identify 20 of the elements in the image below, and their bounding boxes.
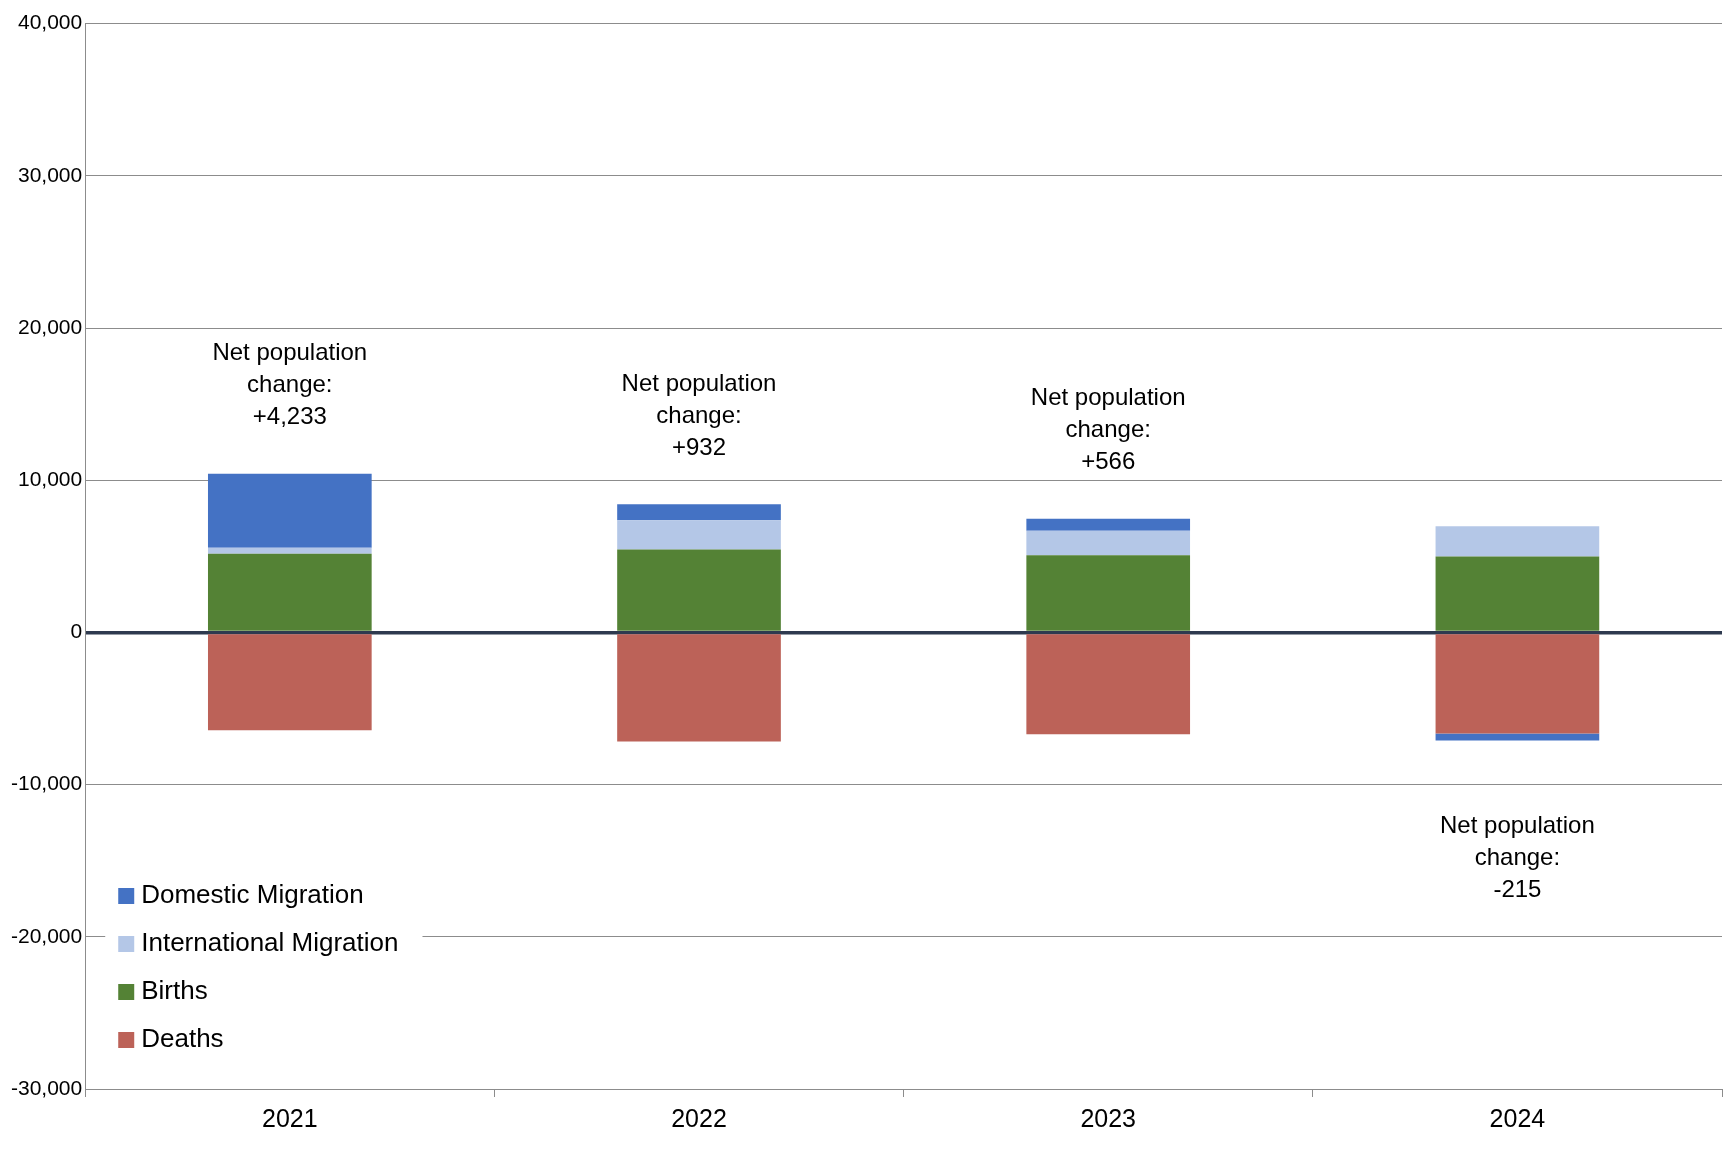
y-tick-label: -20,000 xyxy=(10,923,83,947)
y-tick-label: 10,000 xyxy=(17,467,83,490)
y-tick-label: 20,000 xyxy=(17,314,83,338)
legend-label: Deaths xyxy=(141,1023,224,1054)
annotation: Net population change: +566 xyxy=(1030,383,1186,475)
y-tick-label: -30,000 xyxy=(10,1075,83,1099)
y-tick-label: -10,000 xyxy=(10,771,83,795)
x-tick-label: 2023 xyxy=(1080,1103,1137,1132)
annotation: Net population change: +932 xyxy=(621,368,777,460)
legend-label: Births xyxy=(141,975,208,1006)
annotation: Net population change: -215 xyxy=(1440,811,1595,903)
x-tick-label: 2021 xyxy=(262,1103,318,1132)
y-tick-label: 30,000 xyxy=(17,162,83,186)
legend-label: International Migration xyxy=(141,927,399,958)
y-tick-label: 40,000 xyxy=(17,10,83,34)
y-tick-label: 0 xyxy=(70,619,83,643)
legend-label: Domestic Migration xyxy=(141,879,364,910)
x-tick-label: 2024 xyxy=(1489,1103,1546,1132)
annotation: Net population change: +4,233 xyxy=(212,338,368,430)
x-tick-label: 2022 xyxy=(671,1103,727,1132)
